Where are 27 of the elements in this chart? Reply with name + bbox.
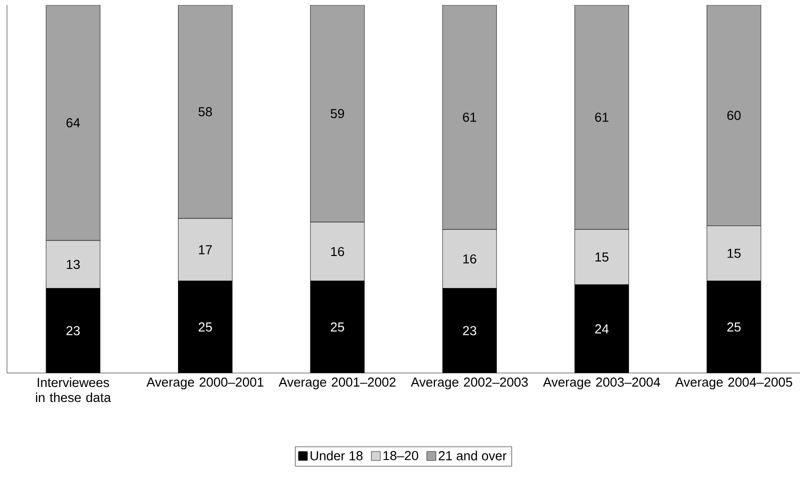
- data-label: 61: [595, 112, 608, 122]
- data-label: 25: [727, 322, 741, 332]
- data-label: 60: [727, 110, 741, 120]
- data-label: 16: [463, 254, 476, 264]
- data-label: 15: [596, 252, 608, 262]
- x-tick-label: Average 2004–2005: [675, 378, 792, 390]
- data-label: 25: [198, 322, 212, 332]
- data-label: 25: [330, 322, 344, 332]
- data-label: 23: [66, 326, 80, 336]
- data-label: 16: [331, 246, 344, 256]
- data-label: 15: [728, 248, 741, 258]
- x-tick-label: Average 2002–2003: [410, 378, 528, 390]
- x-tick-label: Average 2000–2001: [146, 378, 264, 390]
- legend-label: 21 and over: [438, 450, 506, 460]
- data-label: 64: [66, 118, 80, 128]
- data-label: 17: [199, 245, 212, 254]
- legend-label: Under 18: [310, 450, 363, 460]
- data-label: 61: [463, 112, 476, 122]
- data-label: 23: [463, 326, 476, 336]
- x-tick-label: Average 2003–2004: [542, 378, 660, 390]
- data-label: 24: [595, 324, 609, 334]
- x-tick-label: Interviewees in these data: [36, 378, 112, 402]
- data-label: 58: [198, 107, 212, 116]
- x-tick-label: Average 2001–2002: [278, 378, 396, 390]
- data-label: 13: [66, 260, 80, 270]
- data-label: 59: [330, 108, 344, 118]
- legend-label: 18–20: [384, 450, 418, 460]
